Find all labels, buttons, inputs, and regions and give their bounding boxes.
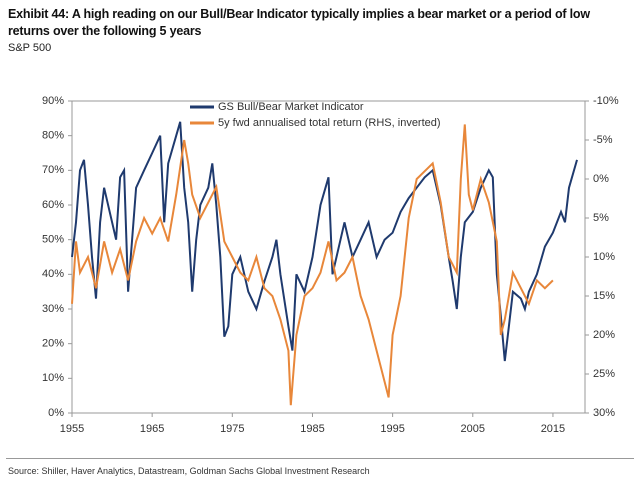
y-tick-label: 0% <box>48 407 64 419</box>
x-tick-label: 1985 <box>300 423 324 435</box>
source-note: Source: Shiller, Haver Analytics, Datast… <box>8 466 370 476</box>
x-tick-label: 1975 <box>220 423 244 435</box>
y-tick-label: 70% <box>42 164 64 176</box>
chart-subtitle: S&P 500 <box>8 42 52 54</box>
x-tick-label: 2015 <box>541 423 565 435</box>
chart-title: Exhibit 44: A high reading on our Bull/B… <box>8 7 590 38</box>
y2-tick-label: -5% <box>593 134 613 146</box>
x-tick-label: 2005 <box>461 423 485 435</box>
y2-tick-label: 20% <box>593 329 615 341</box>
legend-label: GS Bull/Bear Market Indicator <box>218 101 364 113</box>
y2-tick-label: 10% <box>593 251 615 263</box>
y-tick-label: 30% <box>42 303 64 315</box>
y-tick-label: 90% <box>42 95 64 107</box>
chart: 0% 10% 20% 30% 40% 50% 60% 70% 80% 90% -10% -5% 0% 5%… <box>42 95 619 435</box>
y2-tick-label: 15% <box>593 290 615 302</box>
y-tick-label: 80% <box>42 130 64 142</box>
x-tick-label: 1965 <box>140 423 164 435</box>
y2-tick-label: 30% <box>593 407 615 419</box>
line-series <box>71 121 578 362</box>
y-tick-label: 60% <box>42 199 64 211</box>
x-tick-label: 1995 <box>380 423 404 435</box>
legend-label: 5y fwd annualised total return (RHS, inv… <box>218 117 441 129</box>
y-tick-label: 50% <box>42 234 64 246</box>
y-tick-label: 40% <box>42 268 64 280</box>
plot-frame <box>71 100 586 414</box>
x-tick-label: 1955 <box>60 423 84 435</box>
divider <box>6 458 634 459</box>
line-series <box>71 124 554 406</box>
y2-tick-label: 0% <box>593 173 609 185</box>
y2-tick-label: 5% <box>593 212 609 224</box>
y-tick-label: 20% <box>42 338 64 350</box>
y2-tick-label: -10% <box>593 95 619 107</box>
y2-tick-label: 25% <box>593 368 615 380</box>
y-tick-label: 10% <box>42 372 64 384</box>
